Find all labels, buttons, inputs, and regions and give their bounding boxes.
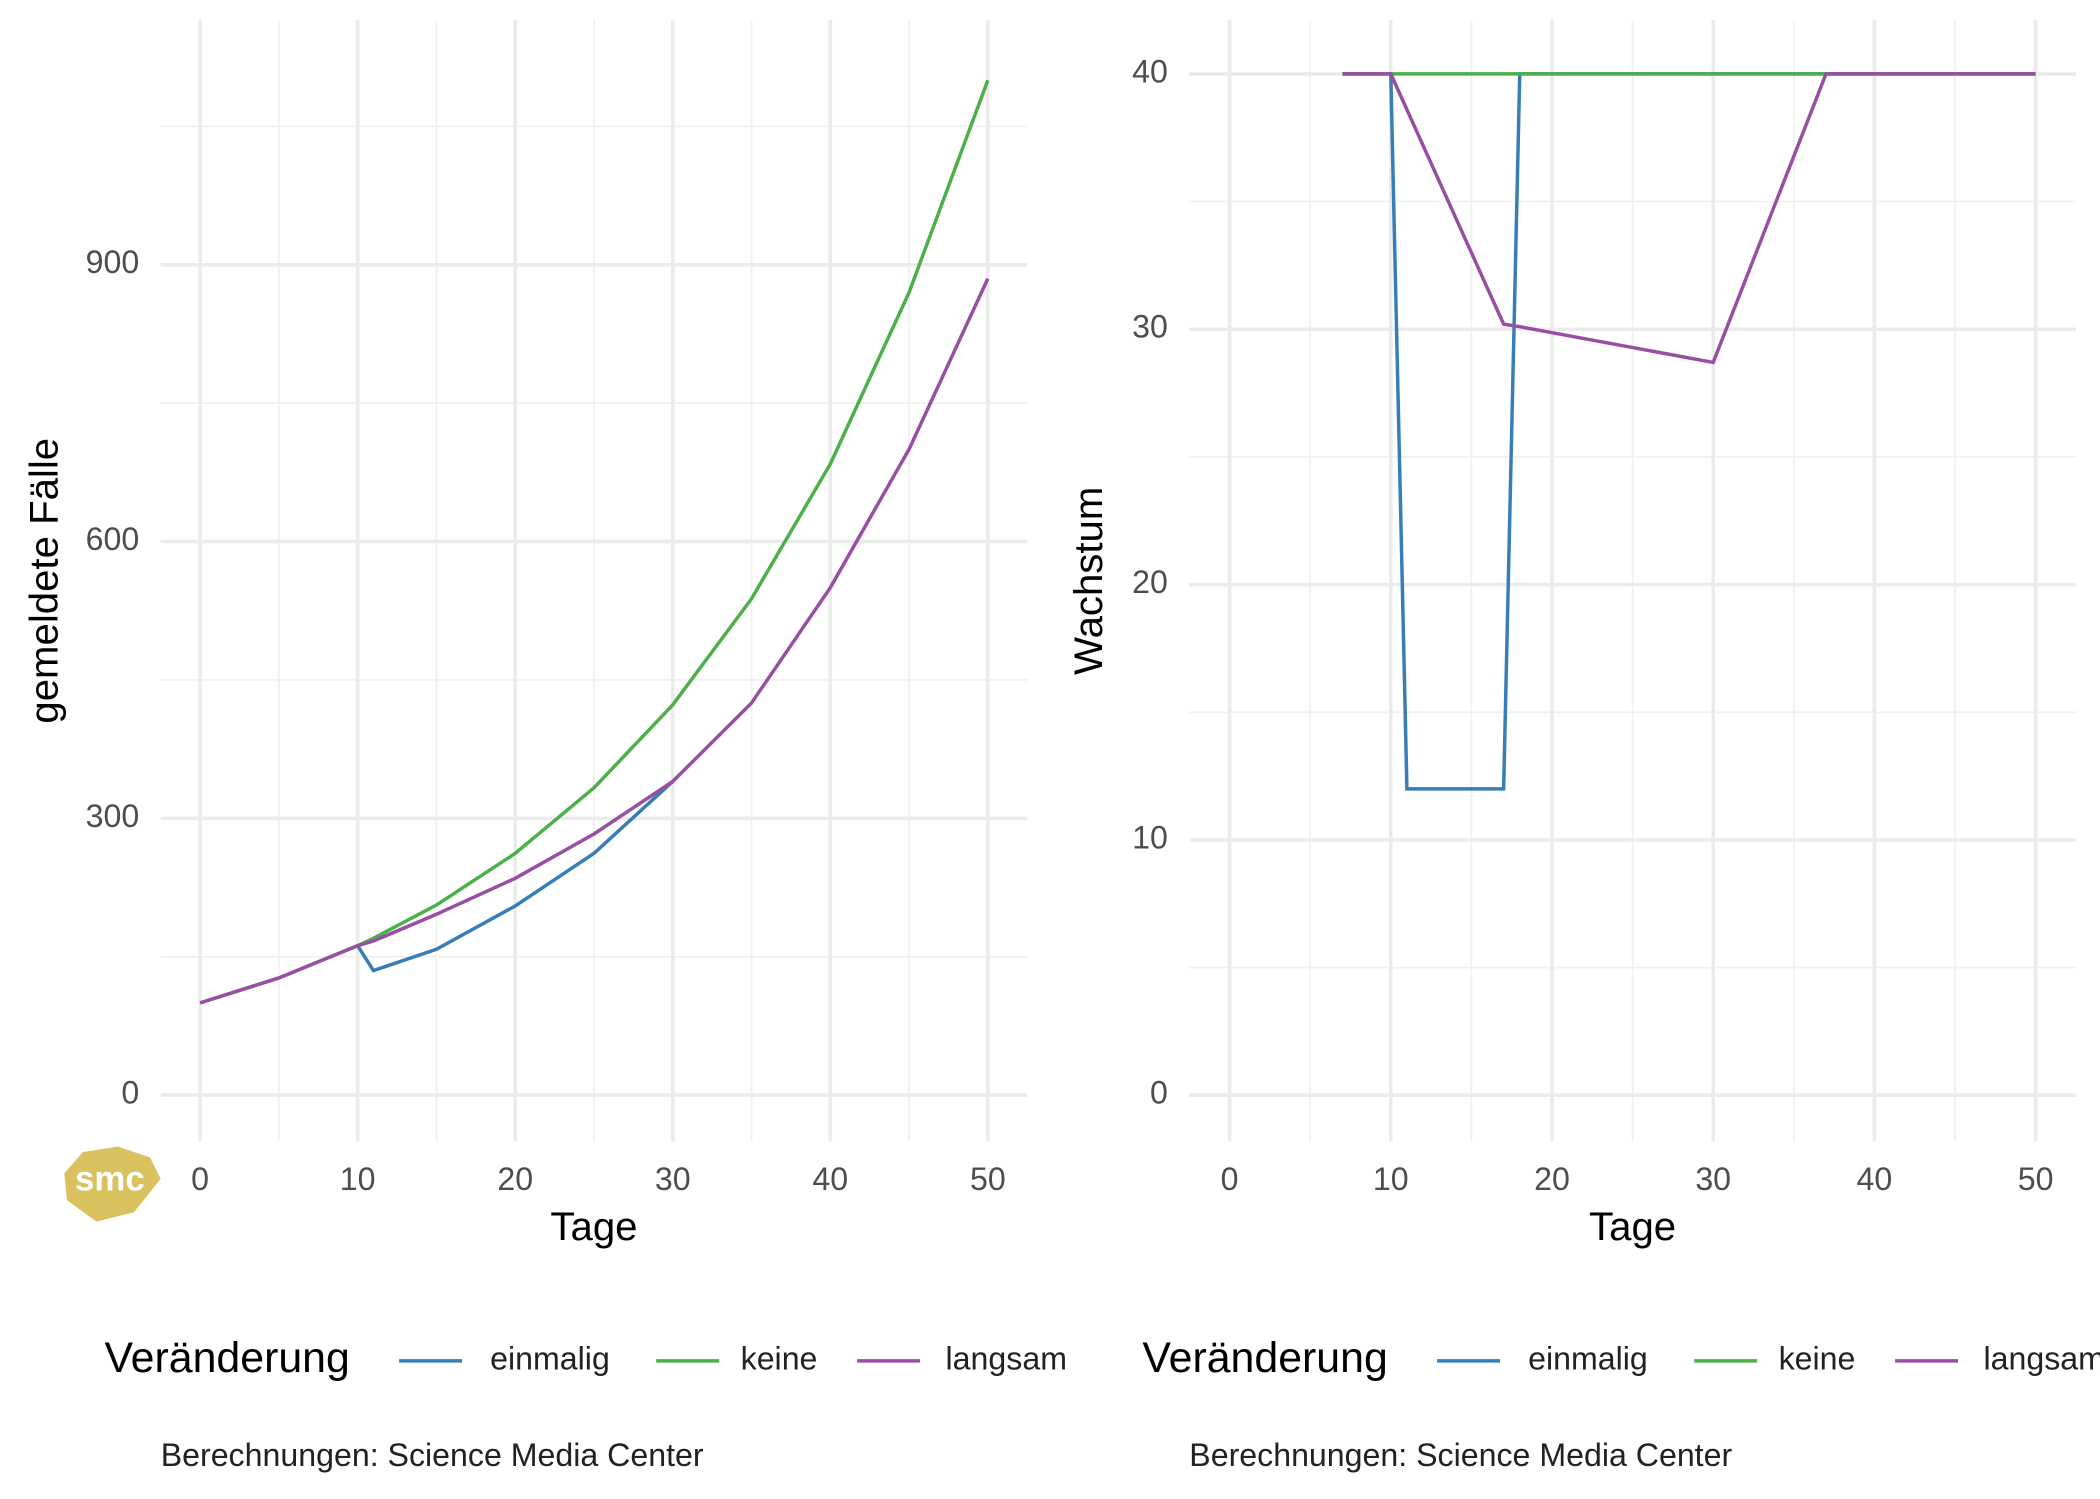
x-tick-label: 20	[1534, 1161, 1570, 1197]
caption: Berechnungen: Science Media Center	[161, 1437, 704, 1473]
y-axis-title: gemeldete Fälle	[21, 438, 66, 724]
series-line	[1342, 72, 2036, 791]
y-tick-label: 0	[121, 1075, 139, 1111]
legend-title: Veränderung	[1142, 1334, 1387, 1382]
caption: Berechnungen: Science Media Center	[1189, 1437, 1732, 1473]
logo: smc	[64, 1146, 161, 1222]
y-tick-label: 600	[86, 521, 140, 557]
x-tick-label: 20	[497, 1161, 533, 1197]
series-line	[356, 780, 674, 973]
y-tick-label: 20	[1132, 564, 1168, 600]
x-axis-title: Tage	[1589, 1204, 1676, 1249]
legend-label: langsam	[946, 1340, 1067, 1376]
y-tick-label: 40	[1132, 53, 1168, 89]
x-tick-label: 50	[2018, 1161, 2054, 1197]
x-tick-label: 30	[655, 1161, 691, 1197]
x-tick-label: 40	[1857, 1161, 1893, 1197]
logo-shape	[64, 1146, 161, 1222]
x-axis-title: Tage	[550, 1204, 637, 1249]
legend-label: einmalig	[490, 1340, 610, 1376]
y-tick-label: 10	[1132, 819, 1168, 855]
y-tick-label: 30	[1132, 309, 1168, 345]
legend-label: keine	[1779, 1340, 1856, 1376]
x-tick-label: 30	[1695, 1161, 1731, 1197]
logo-text: smc	[75, 1160, 145, 1199]
legend-label: keine	[741, 1340, 818, 1376]
y-axis-title: Wachstum	[1066, 487, 1111, 675]
y-tick-label: 0	[1150, 1075, 1168, 1111]
y-tick-label: 300	[86, 798, 140, 834]
x-tick-label: 0	[1221, 1161, 1239, 1197]
legend-title: Veränderung	[104, 1334, 349, 1382]
x-tick-label: 10	[1373, 1161, 1409, 1197]
legend-label: einmalig	[1528, 1340, 1648, 1376]
y-tick-label: 900	[86, 244, 140, 280]
x-tick-label: 10	[340, 1161, 376, 1197]
series-line	[199, 277, 990, 1005]
series-line	[1342, 72, 2036, 365]
x-tick-label: 40	[812, 1161, 848, 1197]
x-tick-label: 50	[970, 1161, 1006, 1197]
legend-label: langsam	[1983, 1340, 2100, 1376]
x-tick-label: 0	[191, 1161, 209, 1197]
